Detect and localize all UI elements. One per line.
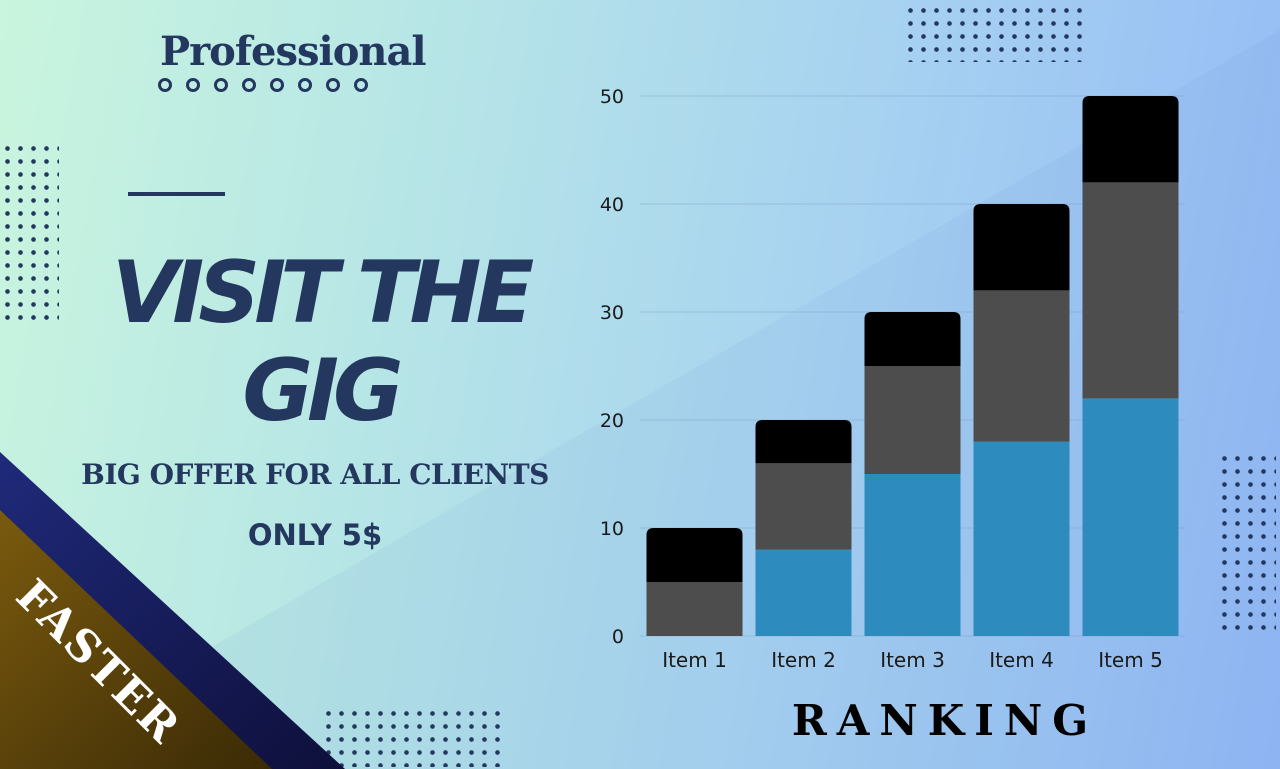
dot-grid-left	[1, 142, 59, 328]
headline-line-2: GIG	[242, 341, 403, 441]
y-tick-label: 0	[612, 626, 624, 648]
dot-grid-right	[1218, 452, 1276, 638]
bar-stack	[973, 204, 1070, 636]
ring	[242, 78, 256, 92]
bar-segment	[973, 441, 1070, 636]
price-text: ONLY 5$	[247, 518, 383, 552]
bar-segment	[864, 312, 961, 366]
bar-segment	[864, 366, 961, 474]
ring	[214, 78, 228, 92]
bar-segment	[1082, 398, 1179, 636]
x-tick-label: Item 3	[880, 648, 945, 672]
bar-segment	[755, 420, 852, 464]
bar-stack	[864, 312, 961, 636]
accent-line	[128, 192, 225, 196]
bar-segment	[646, 582, 743, 636]
bar-stack	[646, 528, 743, 636]
bar-segment	[755, 549, 852, 636]
x-tick-label: Item 4	[989, 648, 1054, 672]
y-axis-ticks: 0 10 20 30 40 50	[600, 86, 624, 648]
y-tick-label: 10	[600, 518, 624, 540]
y-tick-label: 40	[600, 194, 624, 216]
y-tick-label: 20	[600, 410, 624, 432]
ring-row	[158, 78, 368, 92]
chart-caption: RANKING	[791, 696, 1099, 745]
dot-grid-bottom	[322, 707, 504, 767]
ring	[354, 78, 368, 92]
corner-ribbon	[0, 452, 345, 769]
x-tick-label: Item 1	[662, 648, 727, 672]
bar-segment	[973, 290, 1070, 442]
x-tick-label: Item 5	[1098, 648, 1163, 672]
brand-title: Professional	[160, 28, 427, 75]
y-tick-label: 50	[600, 86, 624, 108]
y-tick-label: 30	[600, 302, 624, 324]
dot-grid-top	[904, 4, 1086, 62]
offer-text: BIG OFFER FOR ALL CLIENTS	[81, 458, 549, 491]
bar-segment	[1082, 182, 1179, 399]
bar-segment	[646, 528, 743, 582]
bar-segment	[973, 204, 1070, 291]
ring	[270, 78, 284, 92]
ring	[298, 78, 312, 92]
ring	[326, 78, 340, 92]
bar-stack	[1082, 96, 1179, 636]
x-axis-ticks: Item 1 Item 2 Item 3 Item 4 Item 5	[662, 648, 1163, 672]
bar-segment	[1082, 96, 1179, 183]
bar-segment	[864, 474, 961, 636]
bar-stack	[755, 420, 852, 636]
bars	[646, 96, 1179, 636]
bar-segment	[755, 463, 852, 550]
ring	[186, 78, 200, 92]
headline-line-1: VISIT THE	[111, 243, 534, 343]
ring	[158, 78, 172, 92]
ribbon-gold-band	[0, 510, 272, 769]
x-tick-label: Item 2	[771, 648, 836, 672]
